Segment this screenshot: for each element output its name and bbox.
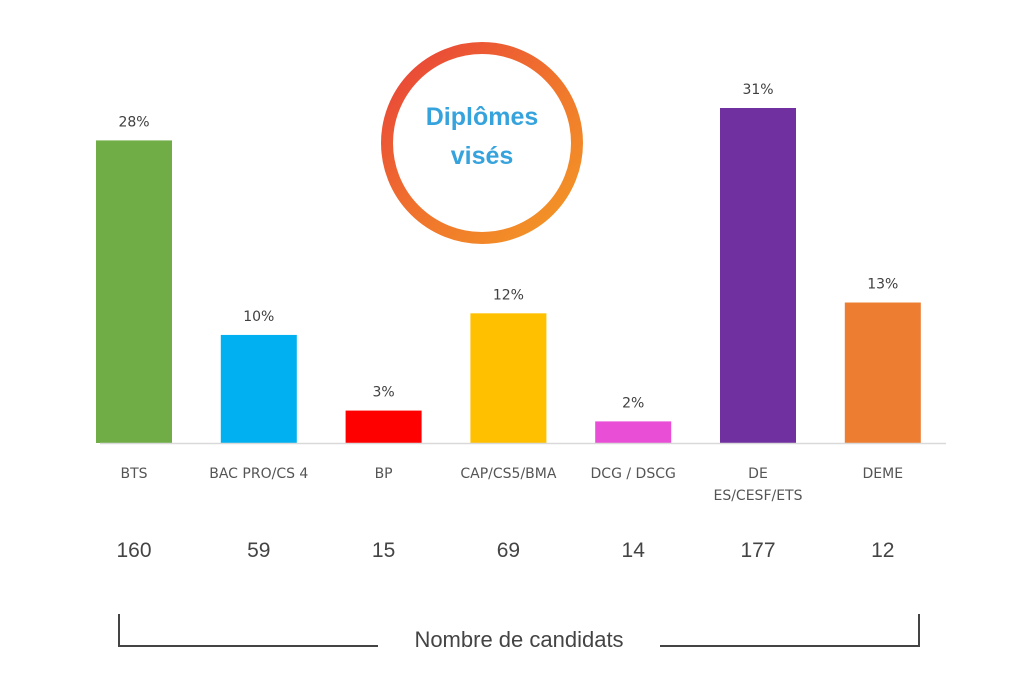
data-label: 12% [493,287,524,303]
data-label: 10% [243,309,274,325]
bar [96,140,172,443]
count-label: 160 [116,539,151,562]
bar [220,334,297,443]
title-badge: Diplômes visés [381,42,583,244]
chart-title-line-1: Diplômes [426,103,539,131]
counts-label: Nombre de candidats [414,627,623,652]
x-tick-label: CAP/CS5/BMA [460,466,556,482]
count-label: 69 [497,539,520,562]
data-label: 31% [742,82,773,98]
title-ring [381,42,583,244]
x-tick-label: BAC PRO/CS 4 [209,466,308,482]
count-label: 177 [740,539,775,562]
bar [595,421,672,443]
data-label: 13% [867,277,898,293]
data-label: 3% [372,385,394,401]
bar [844,302,921,443]
x-tick-label: DE [748,466,768,482]
count-label: 12 [871,539,894,562]
count-label: 14 [622,539,646,562]
x-tick-label: DCG / DSCG [591,466,676,482]
x-tick-label: BTS [120,466,147,482]
count-label: 59 [247,539,270,562]
bar [470,313,547,443]
x-tick-label: BP [375,466,393,482]
bar [720,108,796,443]
x-tick-label: ES/CESF/ETS [713,488,802,504]
bracket-right [660,614,920,647]
bracket-left [118,614,378,647]
x-tick-label: DEME [863,466,904,482]
data-label: 2% [622,395,644,411]
counts-bracket [118,614,920,647]
bar [345,410,422,443]
count-label: 15 [372,539,395,562]
chart-title-line-2: visés [451,142,514,170]
data-label: 28% [118,114,149,130]
